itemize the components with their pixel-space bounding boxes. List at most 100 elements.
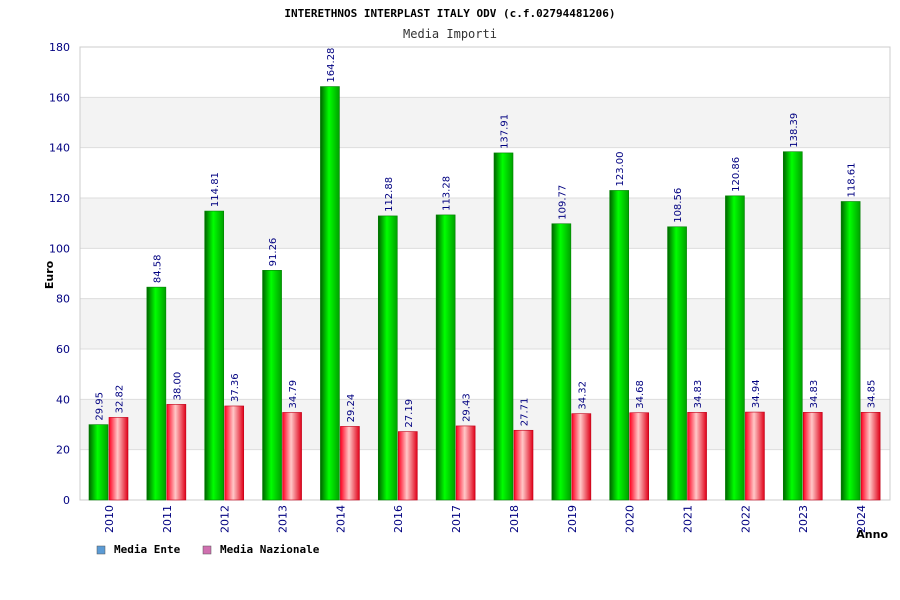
bar-media-ente [782,151,803,501]
x-tick-label: 2022 [739,505,752,533]
bar-media-nazionale [571,413,592,501]
grid-band [80,198,890,249]
data-label: 112.88 [384,177,395,212]
bar-media-ente [377,215,398,501]
y-tick-label: 180 [49,41,70,54]
data-label: 27.71 [520,398,531,427]
data-label: 29.95 [95,392,106,421]
data-label: 138.39 [789,113,800,148]
y-tick-label: 100 [49,242,70,255]
grid-band [80,449,890,500]
data-label: 34.83 [693,380,704,409]
bar-media-ente [840,201,861,501]
data-label: 27.19 [404,399,415,428]
grid-band [80,147,890,198]
data-label: 91.26 [268,238,279,267]
bar-media-nazionale [282,412,302,501]
y-tick-label: 40 [56,393,70,406]
data-label: 120.86 [731,157,742,192]
bar-media-nazionale [745,411,765,501]
y-axis-label: Euro [43,260,56,289]
y-tick-label: 120 [49,192,70,205]
data-label: 123.00 [615,151,626,186]
chart-subtitle: Media Importi [403,27,497,41]
x-tick-label: 2020 [624,505,637,533]
legend-swatch-media-nazionale [202,545,212,555]
data-label: 38.00 [172,372,183,401]
data-label: 29.24 [346,394,357,423]
bar-media-nazionale [860,411,881,501]
bar-media-ente [146,286,167,501]
bar-media-nazionale [629,412,650,501]
x-axis-ticks: 2010 2011 2012 2013 2014 2016 2017 2018 2019 2020… [103,505,868,533]
plot-frame [79,46,891,501]
bar-media-ente [609,190,630,501]
grid-band [80,399,890,450]
bar-media-ente [725,195,745,501]
x-tick-label: 2011 [161,505,174,533]
data-label: 29.43 [462,393,473,422]
bar-media-nazionale [455,425,476,501]
bar-media-nazionale [166,404,187,501]
bar-media-nazionale [108,417,129,501]
bar-media-nazionale [802,412,823,501]
data-label: 114.81 [210,172,221,207]
x-tick-label: 2010 [103,505,116,533]
data-label: 34.94 [751,379,762,408]
bar-media-nazionale [224,405,245,501]
grid-band [80,97,890,148]
data-label: 164.28 [326,48,337,83]
y-tick-label: 80 [56,293,70,306]
data-label: 137.91 [500,114,511,149]
legend-label-media-nazionale: Media Nazionale [220,543,320,556]
x-tick-label: 2017 [450,505,463,533]
y-tick-label: 20 [56,444,70,457]
bar-media-nazionale [340,426,360,501]
data-label: 118.61 [847,162,858,197]
y-tick-label: 160 [49,91,70,104]
x-tick-label: 2019 [566,505,579,533]
bar-media-ente [551,223,572,501]
data-label: 34.68 [635,380,646,409]
bars: 29.95 32.82 84.58 38.00 114.81 37.36 91.26 34.7… [88,48,881,501]
bar-media-ente [667,226,687,501]
y-axis-ticks: 0 20 40 60 80 100 120 140 160 180 [49,41,70,507]
bar-media-ente [88,424,109,501]
grid-bands [80,47,890,500]
data-label: 37.36 [230,373,241,402]
x-tick-label: 2014 [334,505,347,533]
x-tick-label: 2013 [277,505,290,533]
data-label: 108.56 [673,188,684,223]
bar-media-ente [320,86,340,501]
bar-media-ente [493,152,514,501]
data-label: 84.58 [152,254,163,283]
data-label: 34.79 [288,380,299,409]
x-tick-label: 2021 [682,505,695,533]
x-tick-label: 2016 [392,505,405,533]
bar-media-ente [435,214,456,501]
bar-media-nazionale [397,431,418,501]
data-label: 34.32 [577,381,588,410]
x-tick-label: 2024 [855,505,868,533]
bar-media-nazionale [513,429,534,501]
bar-media-ente [262,270,282,501]
x-tick-label: 2023 [797,505,810,533]
data-label: 113.28 [442,176,453,211]
data-label: 32.82 [115,385,126,414]
grid-band [80,349,890,400]
bar-media-nazionale [687,412,707,501]
x-axis-label: Anno [856,528,888,541]
data-label: 34.83 [809,380,820,409]
grid-band [80,298,890,349]
bar-media-ente [204,210,225,501]
data-label: 34.85 [867,380,878,409]
x-tick-label: 2018 [508,505,521,533]
data-label: 109.77 [557,185,568,220]
y-tick-label: 0 [63,494,70,507]
grid-band [80,47,890,98]
chart-title: INTERETHNOS INTERPLAST ITALY ODV (c.f.02… [284,7,615,20]
grid-band [80,248,890,299]
legend: Media Ente Media Nazionale [96,543,320,556]
legend-swatch-media-ente [96,545,106,555]
